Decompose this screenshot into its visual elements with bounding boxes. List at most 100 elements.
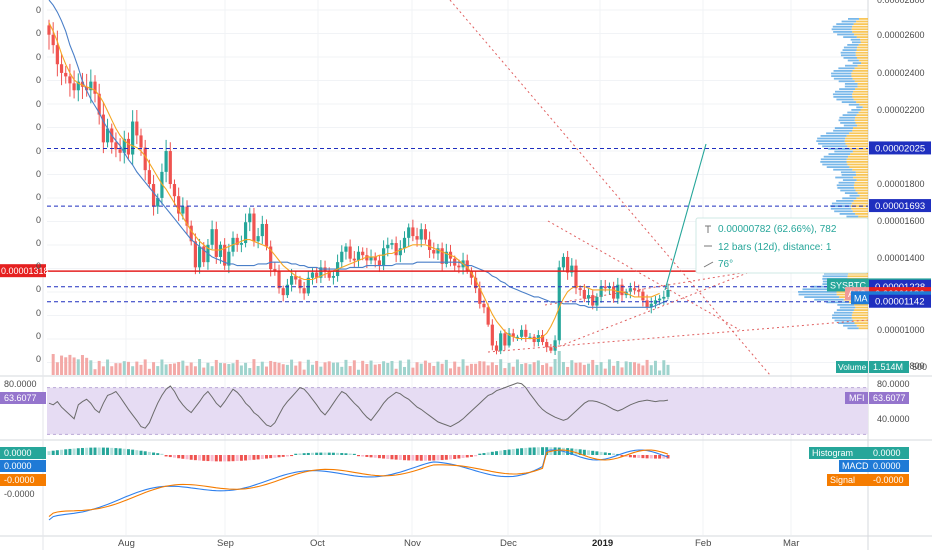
volume-profile-bar	[858, 59, 868, 62]
candle-body	[381, 248, 386, 266]
measure-angle: 76°	[718, 259, 733, 270]
macd-histogram-bar	[285, 455, 289, 457]
macd-histogram-bar	[206, 455, 210, 462]
price-axis-tick: 0.00002600	[877, 30, 925, 40]
mfi-name-tag	[845, 392, 868, 404]
macd-line	[48, 449, 669, 521]
volume-profile-bar	[833, 77, 853, 80]
macd-histogram-bar	[348, 453, 352, 455]
left-macd-tick: -0.0000	[4, 489, 35, 499]
volume-bar	[603, 368, 607, 375]
volume-profile-bar	[852, 31, 868, 33]
candle-body	[327, 270, 331, 278]
candle-body	[189, 225, 193, 242]
macd-histogram-bar	[478, 453, 482, 455]
price-axis-tick: 0.00001600	[877, 216, 925, 226]
candle-body	[402, 237, 407, 249]
volume-profile-bar	[852, 62, 862, 64]
volume-profile-bar	[847, 145, 868, 148]
volume-profile-bar	[817, 137, 846, 140]
macd-histogram-bar	[210, 455, 214, 462]
macd-histogram-bar	[281, 455, 285, 457]
volume-bar	[244, 362, 248, 375]
macd-histogram-bar	[377, 455, 381, 459]
volume-bar	[80, 355, 84, 375]
volume-profile-bar	[859, 103, 868, 106]
macd-histogram-bar	[566, 448, 570, 455]
volume-bar	[662, 360, 666, 375]
candle-body	[193, 241, 197, 268]
volume-value-tag	[869, 361, 909, 373]
macd-histogram-bar	[532, 447, 536, 455]
macd-histogram-bar	[223, 455, 227, 462]
volume-profile-bar	[852, 150, 868, 153]
candle-body	[281, 288, 285, 296]
volume-bar	[281, 364, 285, 375]
volume-profile-bar	[856, 174, 868, 176]
macd-histogram-bar	[193, 455, 197, 461]
candle-body	[348, 246, 352, 259]
volume-profile-bar	[833, 96, 853, 98]
volume-profile-bar	[852, 96, 868, 98]
volume-bar	[327, 361, 331, 375]
volume-profile-bar	[822, 163, 848, 166]
volume-profile-bar	[837, 304, 855, 306]
volume-bar	[616, 361, 620, 375]
macd-histogram-bar	[340, 453, 344, 455]
macd-histogram-bar	[260, 455, 264, 460]
candle-body	[139, 135, 143, 148]
volume-bar	[143, 359, 147, 375]
time-axis-tick: Oct	[310, 538, 325, 549]
volume-bar	[55, 362, 59, 375]
candle-body	[340, 251, 344, 263]
volume-profile-bar	[836, 23, 854, 25]
macd-histogram-bar	[415, 455, 419, 461]
volume-profile-bar	[859, 194, 868, 197]
volume-profile-bar	[833, 129, 853, 132]
candle-body	[273, 269, 277, 271]
volume-profile-bar	[836, 309, 854, 311]
level-price-tag-text: 0.00001142	[875, 297, 925, 308]
candle-body	[361, 251, 365, 256]
macd-histogram-bar	[574, 448, 578, 455]
volume-bar	[206, 362, 210, 375]
candle-body	[515, 336, 520, 338]
candle-body	[72, 83, 76, 91]
candle-body	[135, 121, 139, 136]
candle-body	[269, 246, 273, 270]
candle-body	[248, 213, 252, 223]
macd-histogram-bar	[390, 455, 394, 460]
left-price-tag	[0, 264, 46, 278]
histogram-name-tag	[809, 447, 869, 459]
volume-bar	[298, 361, 302, 375]
candle-body	[490, 324, 494, 346]
macd-histogram-bar	[490, 451, 494, 455]
volume-bar	[532, 362, 536, 375]
candle-body	[649, 303, 653, 308]
time-axis-tick: Aug	[118, 538, 135, 549]
candle-body	[599, 286, 603, 297]
volume-bar	[545, 363, 549, 375]
volume-profile-bar	[853, 309, 868, 311]
volume-bar	[536, 360, 540, 375]
left-axis-tick: 0	[36, 146, 41, 156]
left-axis-tick: 0	[36, 331, 41, 341]
macd-histogram-bar	[369, 455, 373, 458]
volume-profile-bar	[852, 77, 868, 80]
volume-profile-bar	[856, 20, 868, 23]
mfi-name: MFI	[849, 393, 865, 403]
macd-histogram-bar	[428, 455, 432, 461]
candle-body	[478, 288, 482, 304]
level-price-tag	[869, 294, 931, 308]
volume-profile-bar	[832, 25, 853, 28]
candle-body	[532, 336, 536, 343]
volume-profile-bar	[831, 72, 852, 75]
volume-profile-bar	[856, 101, 868, 103]
volume-profile-bar	[840, 51, 856, 54]
volume-profile-bar	[858, 215, 868, 218]
macd-histogram-bar	[218, 455, 222, 462]
left-histogram-value: 0.0000	[4, 448, 32, 458]
macd-histogram-bar	[126, 449, 130, 455]
macd-histogram-bar	[658, 455, 662, 459]
